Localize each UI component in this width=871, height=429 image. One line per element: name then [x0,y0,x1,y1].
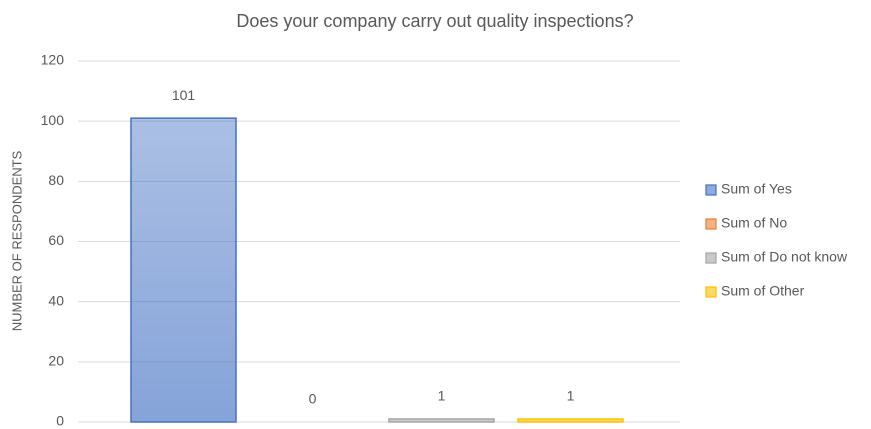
data-label: 1 [438,388,446,404]
y-tick-label: 120 [41,52,65,68]
bar [388,418,495,423]
legend-swatch [705,286,717,298]
y-tick-label: 40 [48,292,64,308]
data-label: 1 [567,388,575,404]
data-label: 0 [309,391,317,407]
chart-title: Does your company carry out quality insp… [236,11,633,31]
y-axis-label: NUMBER OF RESPONDENTS [9,150,24,331]
y-tick-label: 60 [48,232,64,248]
y-tick-label: 0 [56,413,64,429]
legend-label: Sum of Other [721,283,805,299]
data-label: 101 [172,87,196,103]
bar [517,418,624,423]
legend-swatch [705,184,717,196]
bar [130,117,237,423]
y-tick-label: 100 [41,112,65,128]
legend-label: Sum of No [721,215,787,231]
legend-swatch [705,252,717,264]
y-tick-label: 80 [48,172,64,188]
legend-label: Sum of Yes [721,181,792,197]
legend-label: Sum of Do not know [721,249,848,265]
y-tick-label: 20 [48,353,64,369]
legend-swatch [705,218,717,230]
